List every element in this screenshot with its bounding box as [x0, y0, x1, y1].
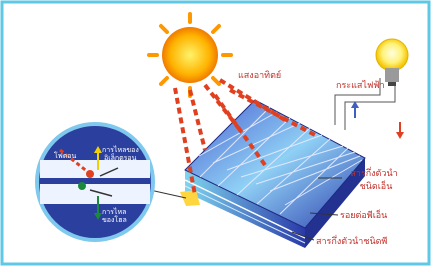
current-label: กระแสไฟฟ้า	[336, 80, 385, 91]
photon-label: โฟตอน	[54, 151, 76, 160]
electron-flow-label: การไหลของ	[102, 145, 139, 154]
hole-flow-label: การไหล	[102, 207, 126, 216]
diagram: แสงอาทิตย์ กระแสไฟฟ้า สารกึ่งตัวนำ ชนิดเ…	[0, 0, 431, 266]
n-type-label: ชนิดเอ็น	[360, 179, 393, 192]
junction-label: รอยต่อพีเอ็น	[340, 208, 387, 221]
sunlight-label: แสงอาทิตย์	[238, 69, 281, 81]
p-type-label: สารกึ่งตัวนำชนิดพี	[316, 234, 387, 247]
sun	[149, 14, 231, 96]
electron-flow-label: อิเล็กตรอน	[104, 153, 137, 162]
hole-flow-label: ของโฮล	[102, 215, 127, 224]
solar-panel	[180, 100, 365, 248]
